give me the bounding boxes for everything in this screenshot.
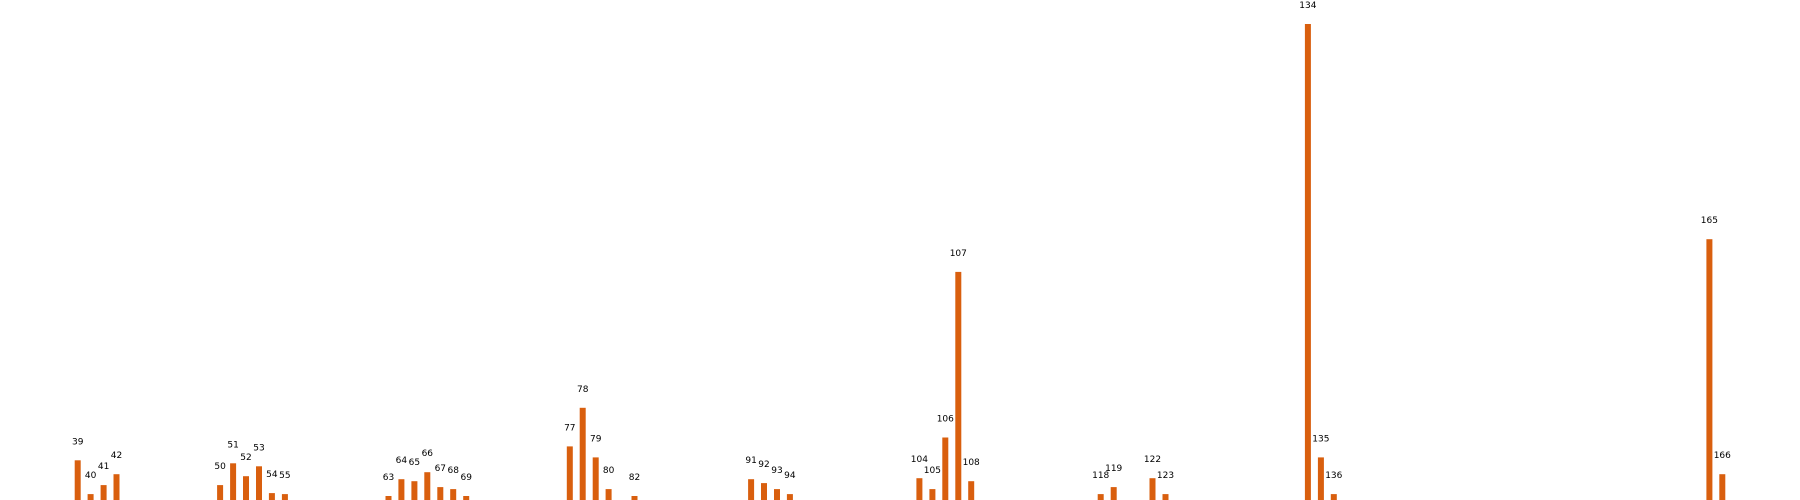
- bar-91: [748, 479, 755, 500]
- bar-label-79: 79: [590, 434, 602, 444]
- bar-label-55: 55: [279, 471, 290, 481]
- bar-107: [955, 271, 962, 500]
- bar-label-134: 134: [1299, 1, 1316, 11]
- bar-79: [592, 457, 599, 500]
- bar-label-69: 69: [460, 473, 472, 483]
- bar-label-166: 166: [1714, 451, 1731, 461]
- bar-122: [1149, 478, 1156, 500]
- bar-label-135: 135: [1312, 434, 1329, 444]
- bar-label-107: 107: [950, 249, 967, 259]
- bar-label-93: 93: [771, 466, 782, 476]
- bar-67: [437, 487, 444, 500]
- bar-80: [605, 489, 612, 500]
- bar-label-78: 78: [577, 385, 589, 395]
- bar-41: [100, 485, 107, 500]
- bar-52: [243, 476, 249, 500]
- bar-label-51: 51: [227, 440, 238, 450]
- bar-69: [463, 496, 470, 500]
- bar-134: [1304, 24, 1311, 500]
- bar-label-53: 53: [253, 443, 264, 453]
- bar-label-91: 91: [745, 456, 756, 466]
- bar-94: [786, 494, 793, 500]
- bar-label-94: 94: [784, 471, 796, 481]
- bar-label-136: 136: [1325, 471, 1342, 481]
- bar-78: [579, 407, 586, 500]
- bar-65: [411, 481, 418, 500]
- bar-104: [916, 478, 923, 500]
- bar-label-92: 92: [758, 460, 769, 470]
- bar-label-64: 64: [396, 456, 408, 466]
- bar-66: [424, 472, 431, 500]
- bar-label-65: 65: [409, 458, 420, 468]
- bar-label-80: 80: [603, 466, 615, 476]
- bar-39: [74, 460, 81, 500]
- bar-166: [1719, 474, 1726, 500]
- bar-42: [113, 474, 120, 500]
- bar-label-39: 39: [72, 437, 84, 447]
- bar-108: [968, 481, 975, 500]
- bar-label-122: 122: [1144, 455, 1161, 465]
- bar-label-63: 63: [383, 473, 394, 483]
- bar-55: [281, 494, 288, 500]
- bar-label-105: 105: [924, 466, 941, 476]
- bar-92: [761, 483, 767, 500]
- bar-68: [450, 489, 457, 500]
- bar-label-54: 54: [266, 470, 278, 480]
- bar-93: [774, 489, 780, 500]
- bar-105: [929, 489, 936, 500]
- bar-label-50: 50: [214, 462, 226, 472]
- bar-54: [268, 493, 275, 500]
- bar-51: [230, 463, 237, 500]
- bar-50: [217, 485, 224, 500]
- bar-123: [1162, 494, 1169, 500]
- bar-label-165: 165: [1701, 216, 1718, 226]
- bar-label-68: 68: [447, 466, 459, 476]
- bar-82: [631, 496, 638, 500]
- bar-label-118: 118: [1092, 471, 1109, 481]
- bar-136: [1330, 494, 1337, 500]
- bar-118: [1097, 494, 1104, 500]
- bar-label-82: 82: [629, 473, 640, 483]
- bar-label-52: 52: [240, 453, 251, 463]
- bar-label-42: 42: [111, 451, 122, 461]
- bar-label-108: 108: [963, 458, 980, 468]
- bar-135: [1317, 457, 1324, 500]
- bar-label-40: 40: [85, 471, 97, 481]
- bar-label-41: 41: [98, 462, 109, 472]
- bar-63: [385, 496, 392, 500]
- bar-64: [398, 479, 405, 500]
- bar-40: [87, 494, 94, 500]
- bar-53: [256, 466, 262, 500]
- bar-label-67: 67: [435, 464, 446, 474]
- bar-label-106: 106: [937, 415, 954, 425]
- bar-119: [1110, 487, 1117, 500]
- bar-106: [942, 437, 949, 500]
- bar-77: [566, 446, 573, 500]
- bar-label-66: 66: [422, 449, 434, 459]
- bar-label-104: 104: [911, 455, 928, 465]
- bar-label-77: 77: [564, 423, 575, 433]
- bar-label-123: 123: [1157, 471, 1174, 481]
- bar-165: [1706, 239, 1713, 500]
- bar-label-119: 119: [1105, 464, 1122, 474]
